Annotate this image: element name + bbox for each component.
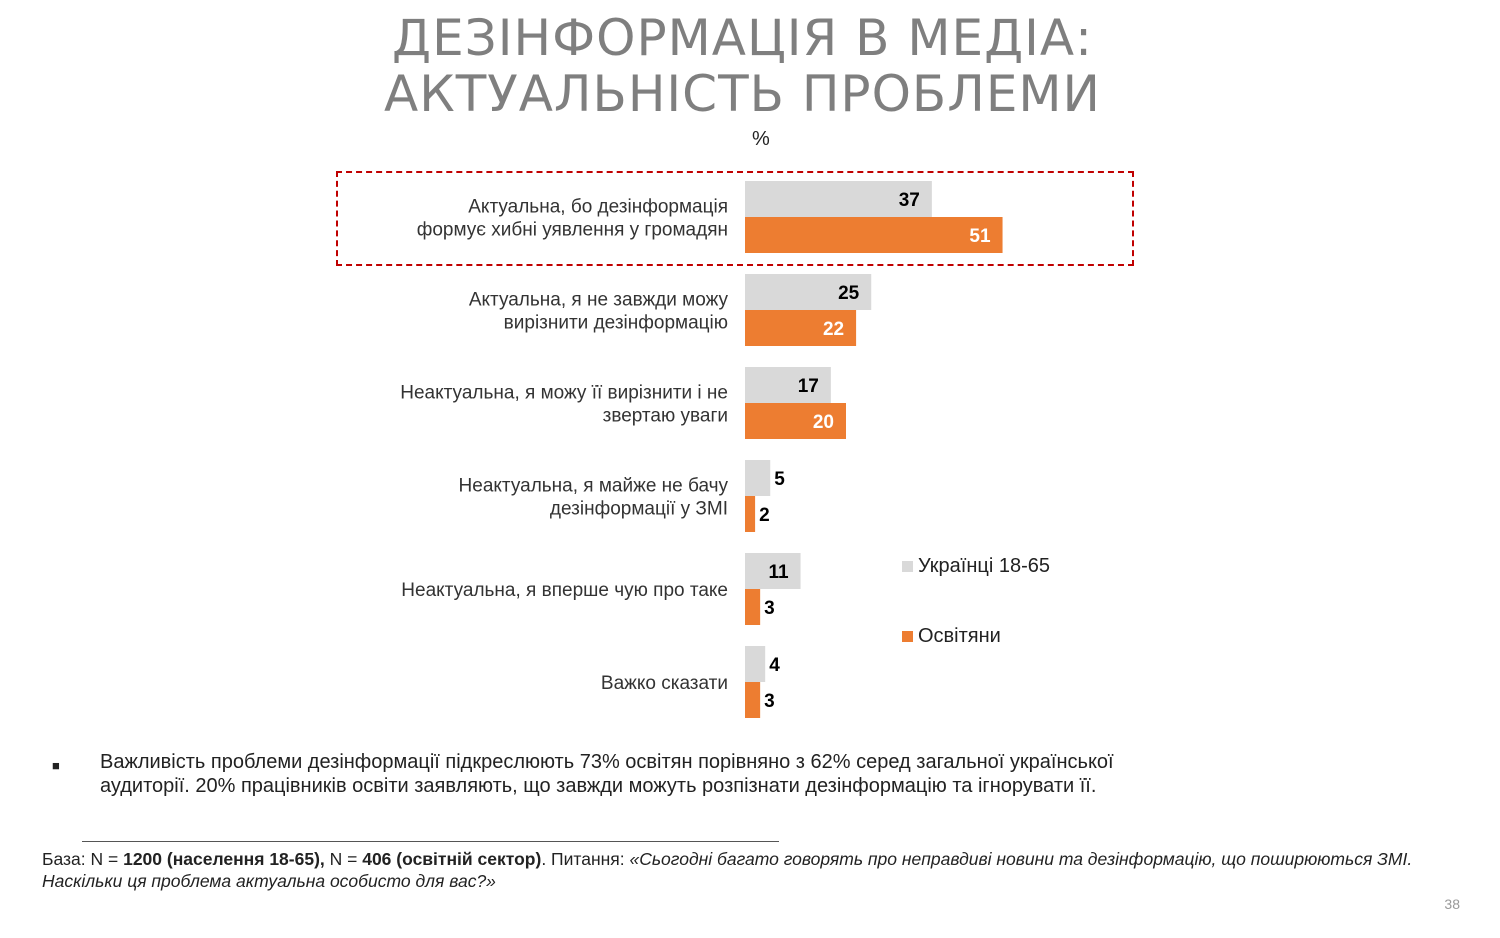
value-label-ukrainians: 11 [768,562,789,583]
page-title: ДЕЗІНФОРМАЦІЯ В МЕДІА: АКТУАЛЬНІСТЬ ПРОБ… [0,10,1485,122]
bullet-square-icon: ■ [52,758,60,773]
highlight-box [336,171,1134,266]
bar-ukrainians [745,274,872,310]
value-label-ukrainians: 37 [899,190,920,211]
bar-ukrainians [745,553,801,589]
legend-label: Освітяни [918,625,1001,647]
value-label-educators: 3 [764,598,775,619]
bar-ukrainians [745,181,932,217]
value-label-ukrainians: 5 [774,469,785,490]
base-n1: 1200 (населення 18-65), [123,849,325,869]
category-label-line: Неактуальна, я можу її вирізнити і не [400,383,728,404]
summary-bullet: ■ Важливість проблеми дезінформації підк… [52,750,1202,798]
base-prefix: База: N = [42,849,124,869]
divider [82,841,779,842]
bar-educators [745,682,761,718]
category-label-line: Актуальна, я не завжди можу [469,290,729,311]
bar-educators [745,589,761,625]
category-label-line: формує хибні уявлення у громадян [417,220,728,241]
title-line-1: ДЕЗІНФОРМАЦІЯ В МЕДІА: [392,9,1093,67]
value-label-educators: 2 [759,505,770,526]
base-note: База: N = 1200 (населення 18-65), N = 40… [42,848,1422,892]
value-label-educators: 22 [823,319,844,340]
category-label-line: Неактуальна, я майже не бачу [459,476,729,497]
category-label-line: дезінформації у ЗМІ [550,499,728,520]
base-mid: N = [324,849,363,869]
category-label: Неактуальна, я можу її вирізнити і не зве… [400,383,728,427]
legend-swatch-orange [902,631,913,642]
category-label: Актуальна, бо дезінформація формує хибні … [417,197,728,241]
value-label-educators: 20 [813,412,834,433]
category-label-line: Неактуальна, я вперше чую про таке [401,580,728,601]
value-label-ukrainians: 17 [798,376,819,397]
bar-chart: Актуальна, бо дезінформація формує хибні … [400,181,1003,718]
category-label-line: вирізнити дезінформацію [504,313,728,334]
legend-label: Українці 18-65 [918,555,1051,577]
category-label-line: звертаю уваги [603,406,728,427]
category-label: Неактуальна, я майже не бачу дезінформаці… [459,476,729,520]
legend-swatch-grey [902,561,913,572]
legend-item-educators: Освітяни [902,625,1001,648]
bar-educators [745,217,1003,253]
category-label-line: Важко сказати [601,673,728,694]
bar-educators [745,310,857,346]
category-label: Актуальна, я не завжди можу вирізнити дез… [469,290,729,334]
bar-ukrainians [745,646,766,682]
value-label-educators: 3 [764,691,775,712]
value-label-ukrainians: 4 [769,655,780,676]
legend-item-ukrainians: Українці 18-65 [902,555,1050,578]
page-number: 38 [1444,896,1460,912]
bar-ukrainians [745,367,831,403]
base-question-label: . Питання: [541,849,630,869]
unit-label: % [752,128,770,150]
category-label: Важко сказати [601,673,728,694]
base-question: «Сьогодні багато говорять про неправдиві… [42,849,1413,891]
bullet-text: Важливість проблеми дезінформації підкре… [100,751,1114,797]
bar-ukrainians [745,460,771,496]
bar-educators [745,496,756,532]
category-label: Неактуальна, я вперше чую про таке [401,580,728,601]
category-label-line: Актуальна, бо дезінформація [468,197,728,218]
value-label-educators: 51 [969,226,991,247]
value-label-ukrainians: 25 [838,283,860,304]
title-line-2: АКТУАЛЬНІСТЬ ПРОБЛЕМИ [384,65,1101,123]
bar-educators [745,403,846,439]
base-n2: 406 (освітній сектор) [362,849,542,869]
